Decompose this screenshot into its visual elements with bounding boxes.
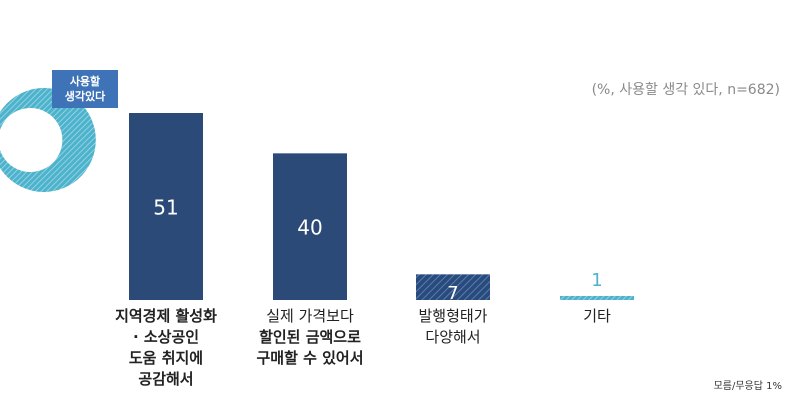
footnote: 모름/무응답 1% [713,381,782,392]
category-label-line: 지역경제 활성화 [115,307,217,325]
badge-callout: 사용할 생각있다 [52,70,118,108]
badge-line-1: 사용할 [69,75,101,88]
bar-3 [416,274,490,300]
bar-value-label-1: 51 [153,196,178,220]
category-label-line: 도움 취지에 [128,349,204,367]
badge-line-2: 생각있다 [64,90,106,103]
donut-decoration [0,88,96,192]
bar-1 [129,113,203,300]
category-label-4: 기타 [517,306,677,327]
bar-value-label-2: 40 [297,216,322,240]
bar-value-label-3: 7 [447,283,458,304]
category-label-line: 다양해서 [425,328,481,346]
bar-value-label-4: 1 [591,270,602,291]
category-label-line: 기타 [583,307,611,325]
category-label-line: 할인된 금액으로 [259,328,361,346]
category-label-line: 공감해서 [138,370,194,388]
bar-2 [273,153,347,300]
category-label-line: 발행형태가 [418,307,488,325]
category-label-line: · 소상공인 [132,328,200,346]
bar-4 [560,296,634,300]
category-label-line: 구매할 수 있어서 [256,349,364,367]
category-label-line: 실제 가격보다 [266,307,354,325]
chart-note: (%, 사용할 생각 있다, n=682) [591,82,780,98]
